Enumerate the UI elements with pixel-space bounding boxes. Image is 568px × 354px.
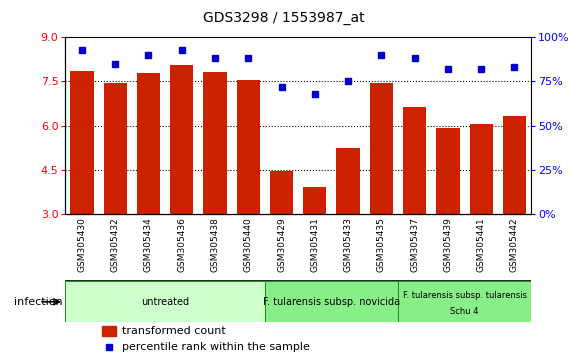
Text: GSM305439: GSM305439 bbox=[444, 217, 452, 273]
Bar bbox=[503, 116, 526, 214]
Text: GSM305435: GSM305435 bbox=[377, 217, 386, 273]
Text: GSM305441: GSM305441 bbox=[477, 217, 486, 272]
Bar bbox=[102, 326, 116, 336]
Text: GSM305436: GSM305436 bbox=[177, 217, 186, 273]
Text: GSM305431: GSM305431 bbox=[310, 217, 319, 273]
Bar bbox=[270, 171, 293, 214]
Bar bbox=[65, 281, 265, 322]
Text: F. tularensis subsp. novicida: F. tularensis subsp. novicida bbox=[263, 297, 400, 307]
Text: GSM305434: GSM305434 bbox=[144, 217, 153, 272]
Bar bbox=[336, 148, 360, 214]
Bar bbox=[203, 72, 227, 214]
Text: GSM305430: GSM305430 bbox=[77, 217, 86, 273]
Bar bbox=[403, 107, 426, 214]
Text: GSM305442: GSM305442 bbox=[510, 217, 519, 272]
Bar bbox=[303, 187, 327, 214]
Bar bbox=[137, 73, 160, 214]
Text: Schu 4: Schu 4 bbox=[450, 308, 479, 316]
Bar bbox=[103, 83, 127, 214]
Text: GDS3298 / 1553987_at: GDS3298 / 1553987_at bbox=[203, 11, 365, 25]
Bar bbox=[170, 65, 193, 214]
Text: untreated: untreated bbox=[141, 297, 189, 307]
Text: percentile rank within the sample: percentile rank within the sample bbox=[122, 342, 310, 352]
Text: F. tularensis subsp. tularensis: F. tularensis subsp. tularensis bbox=[403, 291, 527, 300]
Text: GSM305438: GSM305438 bbox=[211, 217, 219, 273]
Text: GSM305437: GSM305437 bbox=[410, 217, 419, 273]
Bar bbox=[237, 80, 260, 214]
Bar bbox=[436, 128, 460, 214]
Text: GSM305429: GSM305429 bbox=[277, 217, 286, 272]
Text: transformed count: transformed count bbox=[122, 326, 226, 336]
Text: GSM305440: GSM305440 bbox=[244, 217, 253, 272]
Bar bbox=[370, 83, 393, 214]
Bar bbox=[470, 124, 493, 214]
Bar bbox=[265, 281, 398, 322]
Bar bbox=[70, 71, 94, 214]
Text: GSM305432: GSM305432 bbox=[111, 217, 120, 272]
Text: infection: infection bbox=[14, 297, 62, 307]
Bar bbox=[398, 281, 531, 322]
Text: GSM305433: GSM305433 bbox=[344, 217, 353, 273]
